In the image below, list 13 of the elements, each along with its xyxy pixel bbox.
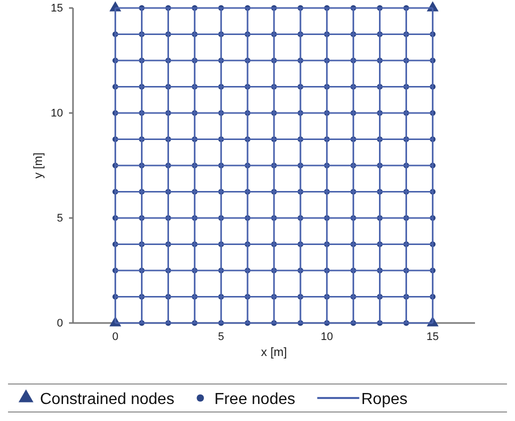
y-tick-label: 15 <box>50 2 63 15</box>
x-axis-title: x [m] <box>261 345 287 359</box>
legend-label: Ropes <box>361 391 408 408</box>
y-tick-label: 10 <box>50 108 63 120</box>
x-tick-label: 15 <box>426 330 439 343</box>
legend-label: Constrained nodes <box>40 391 174 408</box>
x-tick-label: 5 <box>218 330 224 343</box>
x-tick-label: 0 <box>112 330 118 343</box>
y-tick-label: 0 <box>56 318 63 330</box>
x-tick-label: 10 <box>320 330 334 343</box>
y-tick-label: 5 <box>56 212 63 225</box>
legend-label: Free nodes <box>214 391 296 408</box>
y-axis-title: y [m] <box>31 152 45 178</box>
